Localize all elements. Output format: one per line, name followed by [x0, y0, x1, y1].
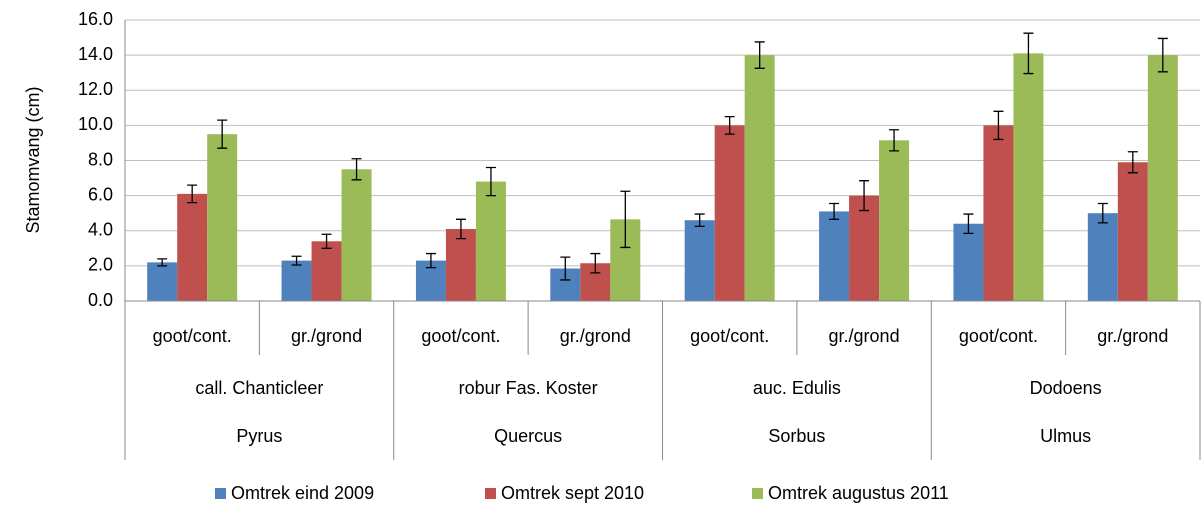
bar — [983, 125, 1014, 301]
error-bar — [620, 190, 631, 249]
bar — [879, 140, 910, 301]
legend-label: Omtrek eind 2009 — [231, 483, 374, 503]
error-bar — [157, 258, 168, 267]
x-tick-label: goot/cont. — [421, 326, 500, 346]
bar — [281, 260, 312, 301]
y-tick-label: 6.0 — [88, 184, 113, 204]
bar — [147, 262, 178, 301]
y-tick-label: 12.0 — [78, 79, 113, 99]
error-bar — [351, 158, 362, 181]
x-tick-label: goot/cont. — [153, 326, 232, 346]
legend-swatch — [485, 488, 496, 499]
group-label: Quercus — [494, 426, 562, 446]
x-tick-label: goot/cont. — [690, 326, 769, 346]
legend-label: Omtrek augustus 2011 — [768, 483, 949, 503]
group-label: Pyrus — [236, 426, 282, 446]
error-bar — [425, 252, 436, 269]
bar — [475, 181, 506, 301]
error-bar — [889, 129, 900, 152]
legend-swatch — [752, 488, 763, 499]
error-bar — [829, 202, 840, 220]
bar — [819, 211, 850, 301]
subgroup-label: robur Fas. Koster — [459, 378, 598, 398]
legend-label: Omtrek sept 2010 — [501, 483, 644, 503]
error-bar — [291, 255, 302, 266]
error-bar — [590, 252, 601, 274]
error-bar — [1127, 151, 1138, 174]
error-bar — [187, 184, 198, 204]
x-tick-label: gr./grond — [291, 326, 362, 346]
error-bar — [754, 41, 765, 69]
bar — [1117, 162, 1148, 301]
bar — [1013, 53, 1044, 302]
error-bar — [321, 233, 332, 249]
y-axis-label: Stamomvang (cm) — [23, 86, 43, 233]
bar — [177, 193, 208, 301]
error-bar — [963, 213, 974, 235]
error-bar — [993, 110, 1004, 141]
bar — [1087, 213, 1118, 301]
group-label: Sorbus — [768, 426, 825, 446]
error-bar — [217, 119, 228, 149]
y-tick-label: 2.0 — [88, 255, 113, 275]
error-bar — [1097, 202, 1108, 224]
bar — [714, 125, 745, 301]
error-bar — [455, 218, 466, 240]
x-tick-label: gr./grond — [560, 326, 631, 346]
error-bar — [485, 166, 496, 197]
error-bar — [1023, 32, 1034, 75]
subgroup-label: call. Chanticleer — [195, 378, 323, 398]
bar — [849, 195, 880, 301]
x-tick-label: goot/cont. — [959, 326, 1038, 346]
error-bar — [859, 180, 870, 212]
bar — [744, 55, 775, 301]
y-tick-label: 4.0 — [88, 220, 113, 240]
y-tick-label: 8.0 — [88, 149, 113, 169]
subgroup-label: Dodoens — [1030, 378, 1102, 398]
error-bar — [1157, 37, 1168, 73]
bar — [684, 220, 715, 301]
group-label: Ulmus — [1040, 426, 1091, 446]
bar — [311, 241, 342, 301]
y-tick-label: 14.0 — [78, 44, 113, 64]
bar — [341, 169, 372, 301]
bar — [207, 134, 238, 301]
legend-swatch — [215, 488, 226, 499]
subgroup-label: auc. Edulis — [753, 378, 841, 398]
x-tick-label: gr./grond — [829, 326, 900, 346]
y-tick-label: 10.0 — [78, 114, 113, 134]
error-bar — [724, 115, 735, 135]
error-bar — [560, 256, 571, 281]
x-tick-label: gr./grond — [1097, 326, 1168, 346]
error-bar — [694, 213, 705, 228]
bar — [1147, 55, 1178, 301]
bar — [445, 228, 476, 301]
y-tick-label: 16.0 — [78, 9, 113, 29]
y-tick-label: 0.0 — [88, 290, 113, 310]
bar — [953, 223, 984, 301]
